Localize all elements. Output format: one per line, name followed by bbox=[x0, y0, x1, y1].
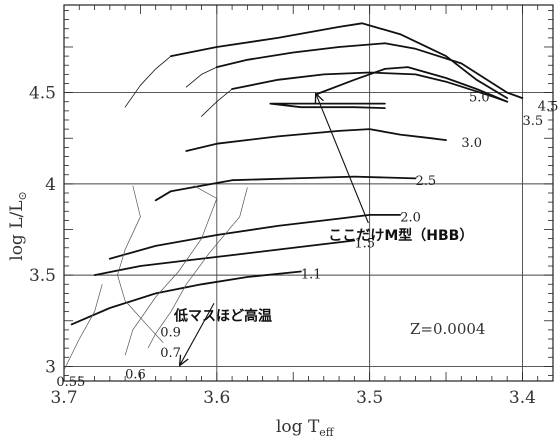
track-4.5 bbox=[185, 66, 218, 88]
annotation-arrow bbox=[180, 303, 215, 364]
track-3.0 bbox=[185, 128, 447, 152]
track-3.5 bbox=[231, 71, 509, 103]
track-2.0 bbox=[108, 214, 402, 260]
track-5.0 bbox=[124, 55, 172, 108]
track-1.1 bbox=[70, 270, 302, 326]
x-tick-label: 3.5 bbox=[356, 388, 383, 408]
track-label: 1.5 bbox=[354, 236, 375, 251]
track-label: 0.7 bbox=[160, 346, 181, 361]
annotation-text: ここだけM型（HBB） bbox=[328, 227, 473, 244]
track-label: 0.6 bbox=[125, 368, 146, 383]
track-4.5 bbox=[215, 42, 524, 99]
low-mass-track bbox=[124, 185, 218, 356]
track-labels: 5.0 4.53.5 3.0 2.5 2.0 1.5 1.1 0.9 0.7 0.6 0.55 bbox=[56, 90, 558, 390]
track-label: 3.5 bbox=[522, 114, 543, 129]
track-3.5 bbox=[315, 66, 509, 103]
x-tick-label: 3.4 bbox=[509, 388, 536, 408]
x-tick-label: 3.7 bbox=[50, 388, 77, 408]
track-label: 0.55 bbox=[56, 375, 85, 390]
annotations: ここだけM型（HBB） 低マスほど高温 bbox=[173, 94, 473, 364]
track-label: 1.1 bbox=[301, 267, 322, 282]
plot-frame bbox=[63, 4, 554, 382]
x-axis-label: log Teff bbox=[276, 417, 335, 439]
track-3.5 bbox=[269, 102, 386, 109]
track-label: 0.9 bbox=[160, 326, 181, 341]
annotation-arrow bbox=[316, 94, 369, 224]
low-mass-track bbox=[117, 185, 164, 343]
track-label: 2.0 bbox=[400, 211, 421, 226]
tick-labels: 3.7 3.6 3.5 3.4 3 3.5 4 4.5 bbox=[29, 84, 536, 408]
track-2.5 bbox=[154, 175, 417, 202]
track-label: 4.5 bbox=[538, 99, 559, 114]
y-axis-label: log L/L⊙ bbox=[7, 191, 29, 260]
evolution-tracks bbox=[63, 22, 524, 371]
y-tick-label: 4 bbox=[45, 175, 56, 195]
track-5.0 bbox=[170, 22, 509, 99]
track-1.5 bbox=[93, 239, 356, 276]
minor-ticks bbox=[63, 5, 553, 381]
metallicity-label: Z=0.0004 bbox=[410, 320, 485, 338]
track-label: 3.0 bbox=[461, 136, 482, 151]
annotation-text: 低マスほど高温 bbox=[173, 307, 272, 324]
x-tick-label: 3.6 bbox=[203, 388, 230, 408]
track-3.5 bbox=[201, 88, 233, 117]
low-mass-track bbox=[63, 284, 103, 371]
y-tick-label: 4.5 bbox=[29, 84, 56, 104]
y-tick-label: 3.5 bbox=[29, 266, 56, 286]
track-label: 2.5 bbox=[415, 174, 436, 189]
y-tick-label: 3 bbox=[45, 357, 56, 377]
track-label: 5.0 bbox=[469, 90, 490, 105]
low-mass-track bbox=[147, 187, 248, 349]
